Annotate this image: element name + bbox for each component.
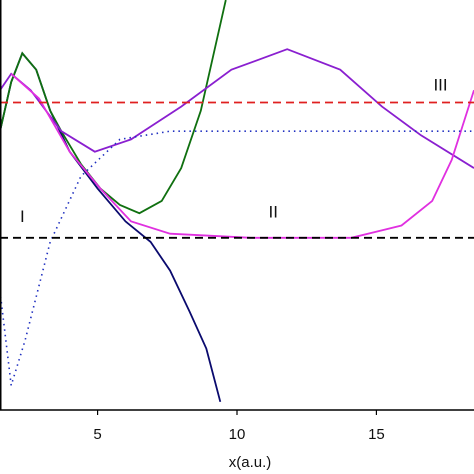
curve (0, 51, 222, 403)
annotation: III (433, 76, 447, 95)
x-tick-label: 10 (229, 426, 246, 443)
x-tick-label: 15 (368, 426, 385, 443)
x-tick-label: 5 (93, 426, 101, 443)
x-axis-label: x(a.u.) (229, 454, 272, 471)
annotation: II (269, 203, 278, 222)
curve (0, 0, 227, 215)
curve (0, 48, 474, 169)
curve (10, 73, 474, 239)
curve (0, 130, 474, 386)
annotation: I (20, 207, 25, 226)
